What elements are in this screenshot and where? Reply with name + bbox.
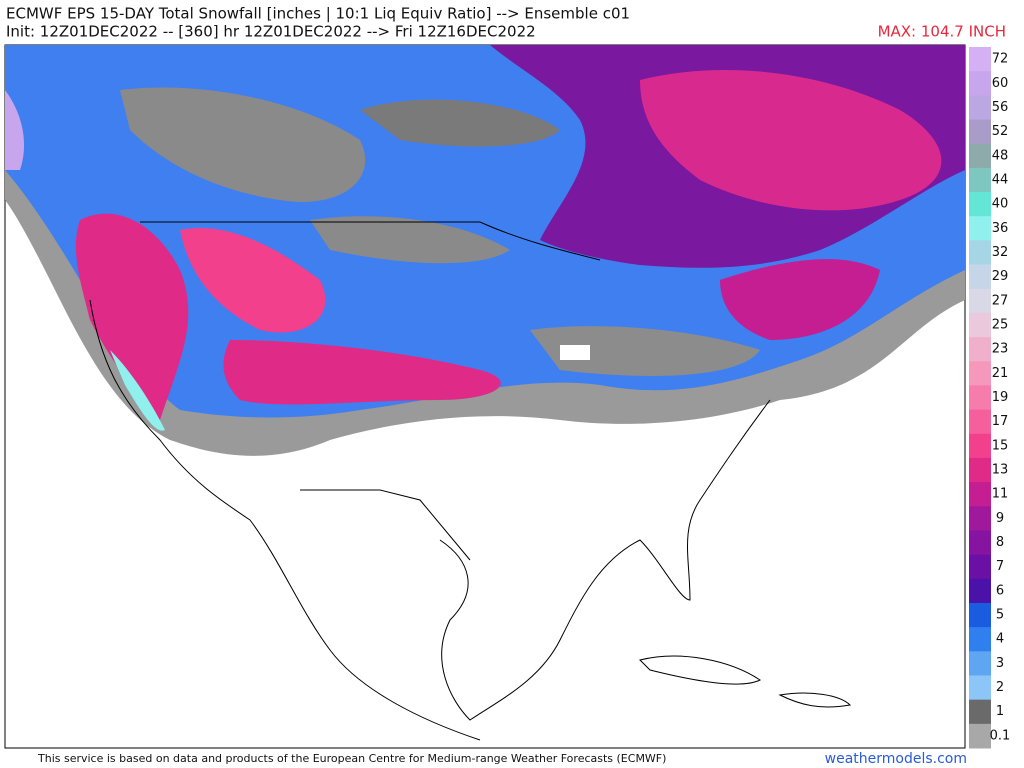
colorbar-label: 52: [992, 124, 1009, 139]
snow-cyan-sierra: [110, 350, 165, 431]
snow-magenta-ne: [720, 259, 880, 340]
snow-gray-plains: [120, 87, 366, 202]
colorbar-cell: [969, 651, 991, 676]
colorbar-cell: [969, 167, 991, 193]
colorbar-cell: [969, 530, 991, 556]
colorbar-cell: [969, 337, 991, 362]
snow-gray-dakotas: [310, 216, 510, 264]
colorbar-label: 44: [992, 172, 1009, 187]
colorbar-cell: [969, 699, 991, 725]
max-label: MAX: 104.7 INCH: [878, 23, 1006, 41]
colorbar-label: 5: [996, 608, 1004, 623]
colorbar-cell: [969, 409, 991, 435]
colorbar-label: 3: [996, 656, 1004, 671]
colorbar-cell: [969, 602, 991, 628]
colorbar-label: 36: [992, 221, 1009, 236]
colorbar-cell: [969, 312, 991, 338]
snow-gray-north: [360, 99, 560, 147]
colorbar-cell: [969, 95, 991, 121]
colorbar-cell: [969, 578, 991, 604]
colorbar-cell: [969, 216, 991, 241]
colorbar-label: 0.1: [990, 728, 1011, 743]
colorbar-cell: [969, 385, 991, 411]
colorbar-cell: [969, 264, 991, 290]
footer-site: weathermodels.com: [825, 751, 967, 767]
snow-lavender: [5, 90, 25, 170]
island-cuba: [639, 655, 761, 685]
colorbar-cell: [969, 433, 991, 459]
snow-gap: [560, 345, 590, 360]
colorbar-cell: [969, 71, 991, 96]
colorbar-label: 60: [992, 76, 1009, 91]
footer-credit: This service is based on data and produc…: [37, 752, 666, 765]
coastline-gulf: [439, 399, 771, 721]
snow-magenta-quebec: [640, 70, 942, 211]
subtitle: Init: 12Z01DEC2022 -- [360] hr 12Z01DEC2…: [6, 23, 536, 41]
colorbar-label: 4: [996, 632, 1004, 647]
colorbar-label: 1: [996, 704, 1004, 719]
snow-gray-ohio: [530, 326, 760, 376]
colorbar-label: 40: [992, 197, 1009, 212]
colorbar-label: 72: [992, 52, 1009, 67]
snow-pink-cascades: [75, 213, 189, 420]
colorbar-label: 32: [992, 245, 1009, 260]
colorbar-label: 19: [992, 390, 1009, 405]
colorbar-cell: [969, 240, 991, 266]
colorbar-cell: [969, 627, 991, 652]
snow-pink-rockies: [180, 228, 326, 333]
colorbar-label: 13: [992, 463, 1009, 478]
colorbar-cell: [969, 288, 991, 314]
colorbar-label: 8: [996, 535, 1004, 550]
colorbar-label: 2: [996, 680, 1004, 695]
colorbar-cell: [969, 482, 991, 507]
colorbar-label: 21: [992, 366, 1009, 381]
colorbar-cell: [969, 723, 991, 749]
colorbar-label: 27: [992, 293, 1009, 308]
colorbar-label: 6: [996, 583, 1004, 598]
colorbar-label: 56: [992, 100, 1009, 115]
colorbar-label: 23: [992, 342, 1009, 357]
colorbar-cell: [969, 506, 991, 531]
colorbar-cell: [969, 119, 991, 145]
colorbar-cell: [969, 192, 991, 217]
border-canada: [140, 221, 601, 261]
colorbar-cell: [969, 675, 991, 701]
colorbar-label: 25: [992, 317, 1009, 332]
colorbar-label: 15: [992, 438, 1009, 453]
island-hispaniola: [778, 692, 852, 708]
colorbar-cell: [969, 47, 991, 72]
snow-pink-central: [223, 340, 501, 405]
map: [4, 44, 966, 749]
colorbar-cell: [969, 554, 991, 580]
colorbar: 7260565248444036322927252321191715131198…: [969, 47, 1010, 749]
colorbar-label: 29: [992, 269, 1009, 284]
title: ECMWF EPS 15-DAY Total Snowfall [inches …: [6, 5, 630, 23]
colorbar-label: 17: [992, 414, 1009, 429]
colorbar-label: 11: [992, 487, 1009, 502]
coastline-west: [89, 299, 481, 741]
colorbar-label: 7: [996, 559, 1004, 574]
colorbar-label: 48: [992, 148, 1009, 163]
colorbar-cell: [969, 361, 991, 386]
border-mexico: [300, 489, 471, 561]
colorbar-cell: [969, 143, 991, 169]
colorbar-label: 9: [996, 511, 1004, 526]
colorbar-cell: [969, 457, 991, 483]
